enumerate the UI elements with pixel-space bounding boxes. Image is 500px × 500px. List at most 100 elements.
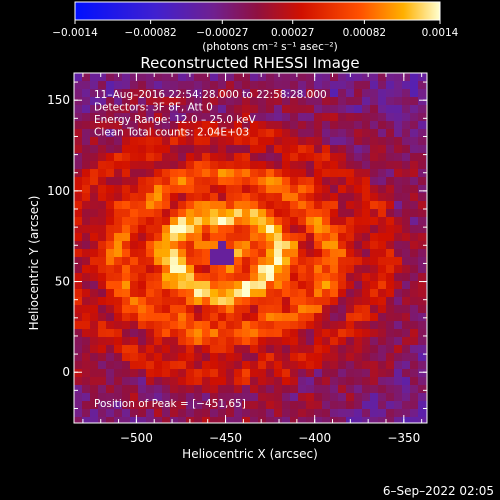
heatmap-cell (170, 73, 178, 81)
heatmap-cell (202, 217, 210, 225)
heatmap-cell (354, 209, 362, 217)
heatmap-cell (210, 241, 218, 249)
heatmap-cell (146, 369, 154, 377)
heatmap-cell (226, 73, 234, 81)
heatmap-cell (290, 289, 298, 297)
heatmap-cell (178, 209, 186, 217)
heatmap-cell (74, 201, 82, 209)
heatmap-cell (170, 345, 178, 353)
heatmap-cell (410, 161, 418, 169)
heatmap-cell (346, 273, 354, 281)
heatmap-cell (98, 169, 106, 177)
heatmap-cell (394, 89, 402, 97)
heatmap-cell (122, 249, 130, 257)
heatmap-cell (378, 193, 386, 201)
heatmap-cell (162, 185, 170, 193)
heatmap-cell (186, 337, 194, 345)
heatmap-cell (394, 369, 402, 377)
heatmap-cell (170, 153, 178, 161)
heatmap-cell (386, 129, 394, 137)
heatmap-cell (394, 337, 402, 345)
footer-date: 6–Sep–2022 02:05 (383, 484, 494, 498)
heatmap-cell (106, 137, 114, 145)
heatmap-cell (90, 273, 98, 281)
heatmap-cell (98, 193, 106, 201)
heatmap-cell (154, 129, 162, 137)
heatmap-cell (338, 177, 346, 185)
heatmap-cell (234, 241, 242, 249)
heatmap-cell (162, 145, 170, 153)
heatmap-cell (98, 129, 106, 137)
heatmap-cell (386, 409, 394, 417)
heatmap-cell (242, 217, 250, 225)
heatmap-cell (418, 385, 426, 393)
heatmap-cell (418, 305, 426, 313)
heatmap-cell (90, 81, 98, 89)
heatmap-cell (290, 233, 298, 241)
heatmap-cell (122, 369, 130, 377)
heatmap-cell (290, 249, 298, 257)
heatmap-cell (394, 121, 402, 129)
heatmap-cell (418, 161, 426, 169)
heatmap-cell (418, 337, 426, 345)
heatmap-cell (418, 225, 426, 233)
heatmap-cell (346, 401, 354, 409)
heatmap-cell (274, 145, 282, 153)
heatmap-cell (114, 393, 122, 401)
heatmap-cell (226, 273, 234, 281)
heatmap-cell (218, 297, 226, 305)
heatmap-cell (322, 265, 330, 273)
heatmap-cell (290, 217, 298, 225)
heatmap-cell (290, 137, 298, 145)
heatmap-cell (346, 169, 354, 177)
heatmap-cell (82, 161, 90, 169)
heatmap-cell (370, 313, 378, 321)
heatmap-cell (274, 393, 282, 401)
heatmap-cell (410, 153, 418, 161)
heatmap-cell (338, 361, 346, 369)
heatmap-cell (74, 73, 82, 81)
heatmap-cell (394, 345, 402, 353)
heatmap-cell (338, 393, 346, 401)
heatmap-cell (274, 337, 282, 345)
heatmap-cell (186, 105, 194, 113)
heatmap-cell (282, 185, 290, 193)
heatmap-cell (146, 217, 154, 225)
heatmap-cell (210, 369, 218, 377)
heatmap-cell (242, 321, 250, 329)
heatmap-cell (146, 145, 154, 153)
heatmap-cell (138, 73, 146, 81)
heatmap-cell (82, 121, 90, 129)
heatmap-cell (138, 313, 146, 321)
heatmap-cell (362, 361, 370, 369)
heatmap-cell (98, 73, 106, 81)
heatmap-cell (106, 185, 114, 193)
heatmap-cell (226, 129, 234, 137)
heatmap-cell (186, 113, 194, 121)
heatmap-cell (282, 113, 290, 121)
heatmap-cell (282, 409, 290, 417)
heatmap-cell (194, 177, 202, 185)
heatmap-cell (146, 417, 154, 423)
heatmap-cell (170, 185, 178, 193)
heatmap-cell (322, 177, 330, 185)
heatmap-cell (282, 305, 290, 313)
heatmap-cell (290, 201, 298, 209)
heatmap-cell (370, 137, 378, 145)
heatmap-cell (314, 209, 322, 217)
heatmap-cell (282, 385, 290, 393)
heatmap-cell (146, 249, 154, 257)
heatmap-cell (402, 241, 410, 249)
heatmap-cell (410, 313, 418, 321)
heatmap-cell (194, 161, 202, 169)
heatmap-cell (266, 281, 274, 289)
heatmap-cell (202, 193, 210, 201)
heatmap-cell (242, 369, 250, 377)
heatmap-cell (154, 169, 162, 177)
heatmap-cell (322, 281, 330, 289)
colorbar-tick-label: 0.00082 (343, 27, 386, 39)
heatmap-cell (290, 265, 298, 273)
heatmap-cell (130, 393, 138, 401)
heatmap-cell (218, 105, 226, 113)
heatmap-cell (170, 337, 178, 345)
